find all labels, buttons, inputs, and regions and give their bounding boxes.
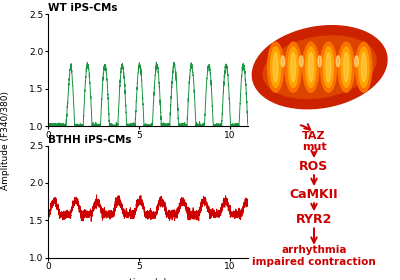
Ellipse shape (303, 42, 319, 92)
Ellipse shape (361, 53, 366, 82)
Ellipse shape (263, 36, 376, 99)
Ellipse shape (338, 42, 354, 92)
Ellipse shape (359, 47, 369, 87)
Ellipse shape (341, 47, 351, 87)
Ellipse shape (288, 47, 298, 87)
X-axis label: time (s): time (s) (129, 277, 167, 280)
Text: CaMKII: CaMKII (290, 188, 338, 201)
Ellipse shape (268, 42, 284, 92)
Ellipse shape (270, 47, 281, 87)
Text: Amplitude (F340/380): Amplitude (F340/380) (2, 90, 10, 190)
Text: TAZ
mut: TAZ mut (302, 130, 326, 152)
Ellipse shape (318, 56, 322, 67)
Ellipse shape (291, 53, 296, 82)
Ellipse shape (344, 53, 349, 82)
Ellipse shape (356, 42, 372, 92)
Ellipse shape (273, 53, 278, 82)
Ellipse shape (320, 42, 336, 92)
Ellipse shape (300, 56, 303, 67)
Ellipse shape (308, 53, 314, 82)
Ellipse shape (354, 56, 358, 67)
Ellipse shape (323, 47, 334, 87)
X-axis label: time (s): time (s) (129, 145, 167, 155)
Ellipse shape (252, 26, 387, 109)
Text: ROS: ROS (299, 160, 329, 173)
Ellipse shape (326, 53, 331, 82)
Ellipse shape (285, 42, 301, 92)
Text: RYR2: RYR2 (296, 213, 332, 226)
Text: BTHH iPS-CMs: BTHH iPS-CMs (48, 135, 132, 145)
Text: arrhythmia
impaired contraction: arrhythmia impaired contraction (252, 245, 376, 267)
Ellipse shape (336, 56, 340, 67)
Ellipse shape (281, 56, 285, 67)
Text: WT iPS-CMs: WT iPS-CMs (48, 3, 118, 13)
Ellipse shape (306, 47, 316, 87)
